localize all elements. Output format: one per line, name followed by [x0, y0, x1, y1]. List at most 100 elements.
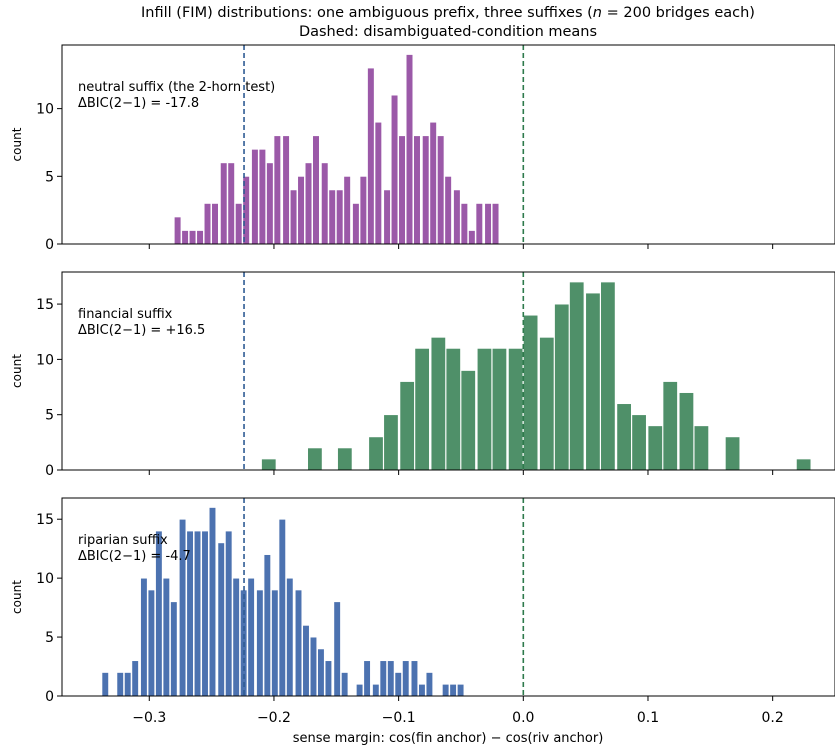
- y-tick-label: 10: [36, 352, 54, 368]
- panel-label: financial suffix: [78, 307, 173, 322]
- histogram-bar: [359, 175, 368, 244]
- histogram-bar: [554, 303, 570, 470]
- histogram-bar: [379, 660, 388, 696]
- histogram-bar: [131, 660, 139, 696]
- histogram-bar: [217, 542, 225, 696]
- histogram-bar: [116, 672, 124, 696]
- histogram-bar: [173, 216, 182, 244]
- histogram-bar: [234, 202, 243, 244]
- histogram-bar: [387, 660, 395, 696]
- histogram-bar: [795, 458, 812, 470]
- histogram-bar: [232, 577, 240, 696]
- bars-neutral: [173, 54, 500, 244]
- histogram-bar: [444, 175, 452, 244]
- histogram-bar: [476, 347, 493, 470]
- y-axis-label: count: [10, 354, 24, 388]
- histogram-bar: [441, 683, 450, 696]
- histogram-bar: [678, 392, 695, 470]
- histogram-bar: [355, 683, 364, 696]
- histogram-bar: [193, 530, 202, 696]
- histogram-bar: [693, 425, 710, 470]
- histogram-bar: [224, 530, 233, 696]
- histogram-bar: [340, 672, 349, 696]
- histogram-bar: [178, 518, 187, 696]
- histogram-bar: [211, 202, 219, 244]
- histogram-bar: [282, 135, 290, 244]
- histogram-bar: [203, 202, 212, 244]
- y-axis-label: count: [10, 580, 24, 614]
- histogram-bar: [662, 381, 678, 470]
- histogram-bar: [162, 577, 171, 696]
- histogram-bar: [263, 554, 272, 696]
- y-tick-label: 0: [45, 689, 54, 705]
- histogram-bar: [390, 94, 399, 244]
- y-tick-label: 0: [45, 237, 54, 253]
- y-tick-label: 5: [45, 630, 54, 646]
- x-axis-label: sense margin: cos(fin anchor) − cos(riv …: [293, 731, 604, 746]
- histogram-bar: [307, 447, 323, 470]
- histogram-bar: [372, 683, 380, 696]
- x-tick-label: −0.3: [132, 710, 166, 726]
- histogram-bar: [436, 135, 445, 244]
- histogram-bar: [186, 530, 194, 696]
- histogram-bar: [328, 189, 336, 244]
- y-tick-label: 10: [36, 571, 54, 587]
- y-tick-label: 10: [36, 102, 54, 118]
- histogram-bar: [394, 672, 403, 696]
- histogram-bar: [312, 135, 320, 244]
- axes-frame: [61, 271, 835, 471]
- axes-frame: [61, 497, 835, 697]
- histogram-bar: [324, 660, 333, 696]
- histogram-bar: [410, 660, 419, 696]
- histogram-bar: [320, 162, 329, 244]
- histogram-bar: [266, 162, 274, 244]
- histogram-bar: [398, 135, 406, 244]
- histogram-bar: [251, 148, 259, 244]
- histogram-bar: [585, 292, 601, 470]
- histogram-bar: [261, 458, 277, 470]
- histogram-bar: [421, 135, 430, 244]
- histogram-bar: [616, 403, 632, 470]
- figure-title-line2: Dashed: disambiguated-condition means: [299, 24, 597, 40]
- histogram-bar: [491, 347, 508, 470]
- x-tick-label: 0.1: [637, 710, 659, 726]
- histogram-bar: [302, 624, 310, 696]
- histogram-bar: [170, 601, 178, 696]
- histogram-bar: [317, 648, 325, 696]
- histogram-bar: [569, 281, 585, 470]
- histogram-bar: [271, 589, 279, 696]
- histogram-bar: [181, 230, 189, 244]
- histogram-bar: [294, 589, 303, 696]
- histogram-bar: [374, 121, 383, 244]
- histogram-bar: [449, 683, 457, 696]
- histogram-bar: [401, 660, 410, 696]
- y-tick-label: 5: [45, 169, 54, 185]
- histogram-bar: [405, 54, 414, 244]
- histogram-bar: [491, 202, 500, 244]
- histogram-bar: [201, 530, 209, 696]
- histogram-bar: [188, 230, 197, 244]
- histogram-bar: [456, 683, 465, 696]
- histogram-bar: [289, 189, 298, 244]
- bars-riparian: [101, 507, 465, 696]
- x-tick-label: −0.1: [382, 710, 416, 726]
- histogram-bar: [343, 175, 351, 244]
- y-tick-label: 15: [36, 512, 54, 528]
- histogram-bar: [368, 436, 384, 470]
- histogram-bar: [418, 683, 426, 696]
- histogram-bar: [383, 189, 391, 244]
- histogram-bar: [258, 148, 267, 244]
- panel-label: riparian suffix: [78, 533, 168, 548]
- histogram-bar: [363, 660, 371, 696]
- histogram-bar: [600, 281, 616, 470]
- figure-title-line1: Infill (FIM) distributions: one ambiguou…: [141, 5, 755, 21]
- panel-delta-bic: ΔBIC(2−1) = -17.8: [78, 96, 199, 111]
- histogram-bar: [539, 336, 555, 470]
- histogram-bar: [123, 672, 132, 696]
- histogram-bar: [140, 577, 148, 696]
- axes-frame: [61, 44, 835, 245]
- panel-label: neutral suffix (the 2-horn test): [78, 80, 275, 95]
